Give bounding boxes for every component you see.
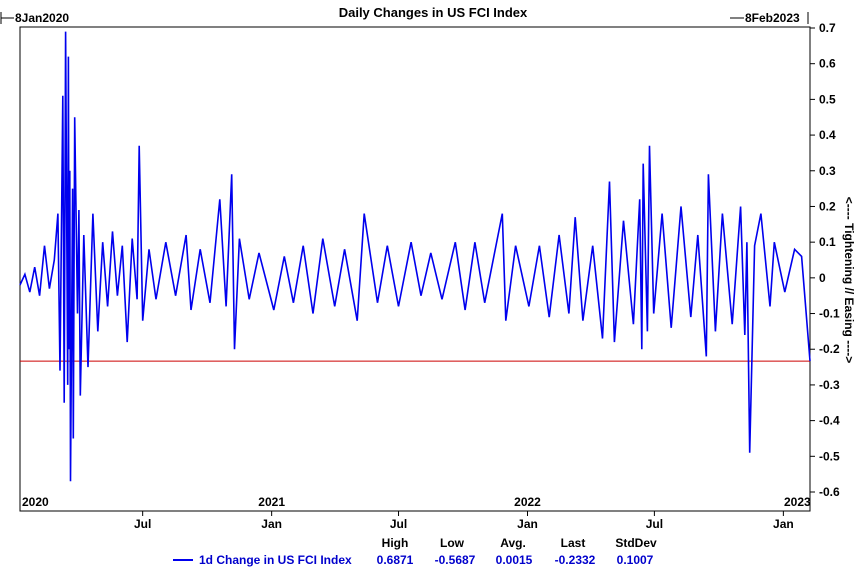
y-tick-label: 0.7 [819,21,836,35]
stat-value-last: -0.2332 [555,553,596,567]
legend-label: 1d Change in US FCI Index [199,553,352,567]
x-axis: Jul Jan Jul Jan Jul Jan [134,511,794,531]
stat-header-high: High [382,536,409,550]
series-line [19,31,811,482]
chart-title: Daily Changes in US FCI Index [339,5,528,20]
x-tick-label: Jan [773,517,794,531]
y-tick-label: -0.1 [819,307,840,321]
y-tick-label: 0.1 [819,235,836,249]
y-tick-label: -0.4 [819,414,840,428]
y-tick-label: 0.6 [819,57,836,71]
stat-header-avg: Avg. [500,536,526,550]
x-tick-label: Jan [517,517,538,531]
x-tick-label: Jul [134,517,151,531]
year-label: 2021 [258,495,285,509]
start-date-label: 8Jan2020 [15,11,69,25]
y-tick-label: -0.3 [819,378,840,392]
y-tick-label: 0.4 [819,128,836,142]
y-tick-label: -0.6 [819,485,840,499]
stat-value-stddev: 0.1007 [617,553,654,567]
stat-value-high: 0.6871 [377,553,414,567]
stats-footer: High Low Avg. Last StdDev 1d Change in U… [173,536,657,567]
y-tick-label: -0.2 [819,342,840,356]
year-label: 2020 [22,495,49,509]
y-tick-label: -0.5 [819,449,840,463]
y-tick-label: 0.3 [819,164,836,178]
stat-value-avg: 0.0015 [496,553,533,567]
year-labels: 2020 2021 2022 2023 [22,495,811,509]
stat-header-stddev: StdDev [615,536,657,550]
end-date-label: 8Feb2023 [745,11,800,25]
year-label: 2023 [784,495,811,509]
y-tick-label: 0.2 [819,199,836,213]
x-tick-label: Jul [646,517,663,531]
x-tick-label: Jan [261,517,282,531]
x-tick-label: Jul [390,517,407,531]
y-tick-label: 0 [819,271,826,285]
y-axis-label: <---- Tightening // Easing ----> [842,197,856,363]
y-axis: 0.7 0.6 0.5 0.4 0.3 0.2 0.1 0 -0.1 -0.2 -0.3 -0.4 -0… [810,21,840,499]
plot-area [19,26,811,512]
stat-value-low: -0.5687 [435,553,476,567]
y-tick-label: 0.5 [819,92,836,106]
stat-header-last: Last [561,536,586,550]
stat-header-low: Low [440,536,465,550]
year-label: 2022 [514,495,541,509]
series-group [19,31,811,482]
